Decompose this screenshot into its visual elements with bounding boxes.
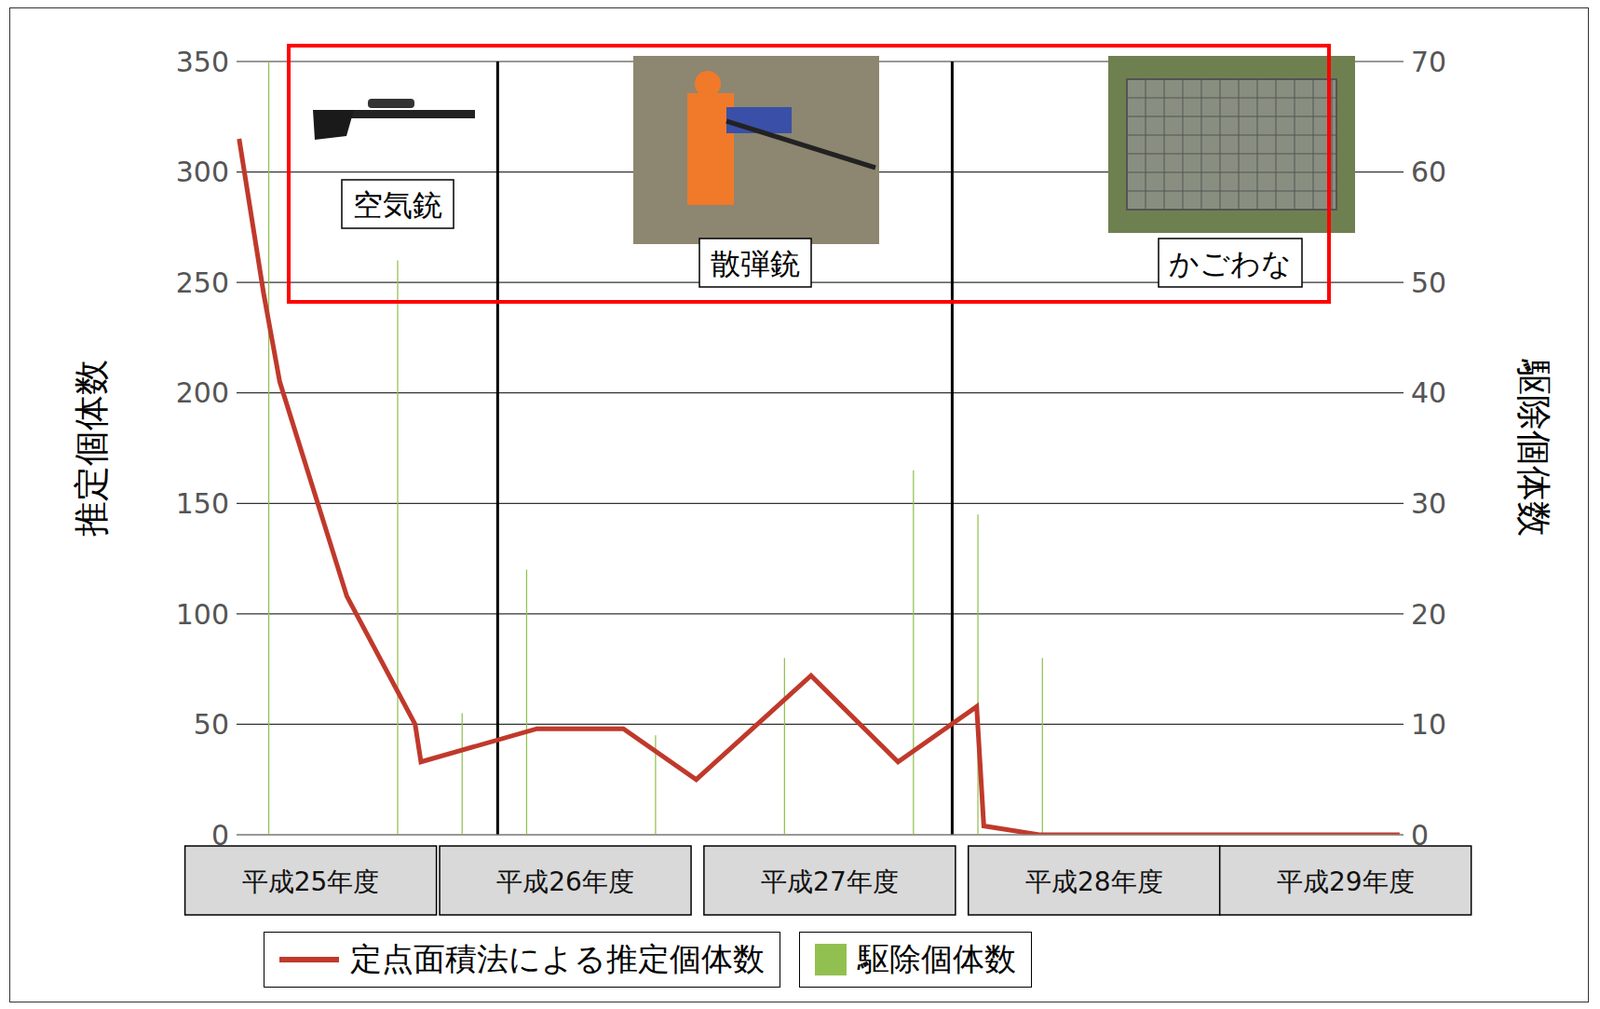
svg-text:50: 50	[1410, 266, 1447, 299]
svg-text:40: 40	[1410, 376, 1447, 409]
svg-text:散弾銃: 散弾銃	[710, 245, 800, 282]
svg-text:350: 350	[176, 45, 230, 79]
svg-text:100: 100	[176, 597, 230, 631]
svg-text:駆除個体数: 駆除個体数	[1513, 358, 1555, 537]
svg-text:30: 30	[1410, 487, 1447, 520]
svg-text:300: 300	[176, 155, 230, 189]
svg-text:150: 150	[176, 487, 230, 520]
svg-text:0: 0	[1410, 818, 1429, 852]
svg-text:0: 0	[211, 818, 230, 852]
svg-text:200: 200	[176, 376, 230, 409]
svg-text:20: 20	[1410, 597, 1447, 631]
svg-text:かごわな: かごわな	[1168, 245, 1292, 282]
svg-text:60: 60	[1410, 155, 1447, 189]
html-text:定点面積法による推定個体数: 定点面積法による推定個体数	[350, 939, 765, 977]
svg-text:50: 50	[193, 707, 230, 741]
svg-text:平成25年度: 平成25年度	[242, 866, 380, 897]
svg-text:平成26年度: 平成26年度	[496, 866, 635, 897]
svg-text:10: 10	[1410, 707, 1447, 741]
svg-text:平成27年度: 平成27年度	[760, 866, 899, 897]
svg-text:空気銃: 空気銃	[352, 187, 443, 223]
html-text:駆除個体数: 駆除個体数	[857, 939, 1017, 977]
svg-text:平成28年度: 平成28年度	[1025, 866, 1164, 897]
svg-text:70: 70	[1410, 45, 1447, 79]
svg-text:250: 250	[176, 266, 230, 299]
svg-text:推定個体数: 推定個体数	[70, 359, 112, 537]
svg-text:平成29年度: 平成29年度	[1276, 866, 1415, 897]
